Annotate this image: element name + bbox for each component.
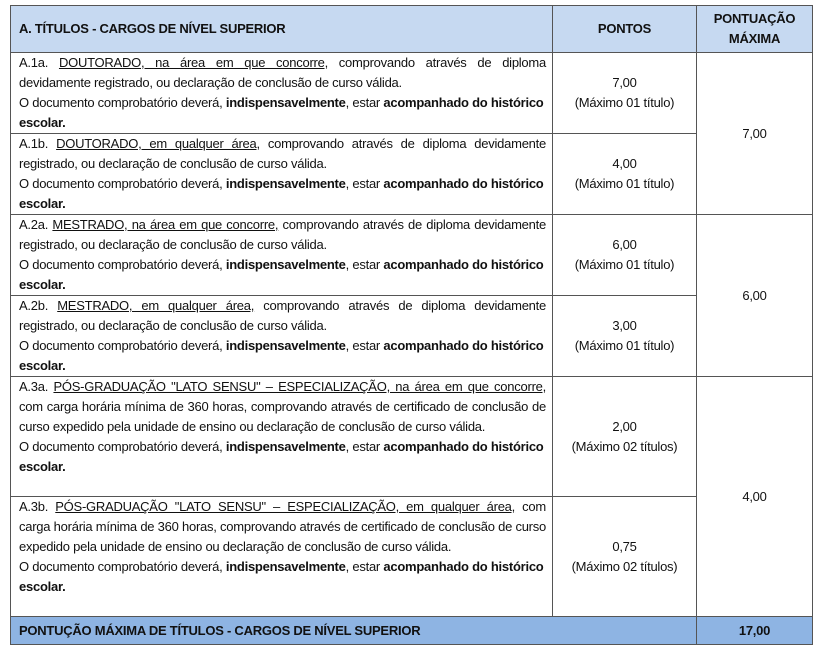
points-limit: (Máximo 01 título) bbox=[574, 95, 675, 110]
note-text: acompanhado do histórico escolar. bbox=[19, 95, 544, 130]
note-text: acompanhado do histórico escolar. bbox=[19, 338, 544, 373]
note-text: indispensavelmente bbox=[225, 439, 346, 454]
item-description: A.2a. MESTRADO, na área em que concorre,… bbox=[10, 214, 553, 296]
description-text: DOUTORADO, em qualquer área, bbox=[56, 136, 260, 151]
item-code: A.1b. bbox=[19, 136, 49, 151]
note-text: , estar bbox=[345, 559, 384, 574]
item-points: 3,00 (Máximo 01 título) bbox=[552, 295, 697, 377]
group-max-score: 7,00 bbox=[696, 52, 813, 215]
description-text: com carga horária mínima de 360 horas, c… bbox=[19, 499, 546, 554]
item-points: 0,75 (Máximo 02 títulos) bbox=[552, 496, 697, 617]
description-text: comprovando através de diploma devidamen… bbox=[19, 217, 546, 252]
item-code: A.3a. bbox=[19, 379, 49, 394]
description-text: DOUTORADO, na área em que concorre, bbox=[58, 55, 328, 70]
note-text: O documento comprobatório deverá, bbox=[19, 559, 226, 574]
header-max: PONTUAÇÃO MÁXIMA bbox=[696, 5, 813, 53]
points-limit: (Máximo 02 títulos) bbox=[571, 558, 678, 574]
item-code: A.3b. bbox=[19, 499, 49, 514]
note-text: indispensavelmente bbox=[225, 176, 346, 191]
table-header-row: A. TÍTULOS - CARGOS DE NÍVEL SUPERIOR PO… bbox=[10, 5, 813, 53]
table-row: A.2b. MESTRADO, em qualquer área, compro… bbox=[10, 295, 813, 377]
table-footer-row: PONTUÇÃO MÁXIMA DE TÍTULOS - CARGOS DE N… bbox=[10, 616, 813, 645]
note-text: O documento comprobatório deverá, bbox=[19, 439, 226, 454]
item-code: A.1a. bbox=[19, 55, 49, 70]
note-text: , estar bbox=[345, 338, 384, 353]
note-text: indispensavelmente bbox=[225, 95, 346, 110]
group-max-score: 4,00 bbox=[696, 376, 813, 617]
footer-label: PONTUÇÃO MÁXIMA DE TÍTULOS - CARGOS DE N… bbox=[10, 616, 697, 645]
item-description: A.3a. PÓS-GRADUAÇÃO "LATO SENSU" – ESPEC… bbox=[10, 376, 553, 497]
group-max-score: 6,00 bbox=[696, 214, 813, 377]
note-text: , estar bbox=[345, 176, 384, 191]
note-text: indispensavelmente bbox=[225, 257, 346, 272]
points-value: 0,75 bbox=[612, 538, 637, 554]
header-points: PONTOS bbox=[552, 5, 697, 53]
note-text: O documento comprobatório deverá, bbox=[19, 95, 226, 110]
note-text: acompanhado do histórico escolar. bbox=[19, 176, 544, 211]
item-description: A.1b. DOUTORADO, em qualquer área, compr… bbox=[10, 133, 553, 215]
table-row: A.2a. MESTRADO, na área em que concorre,… bbox=[10, 214, 813, 377]
note-text: O documento comprobatório deverá, bbox=[19, 176, 226, 191]
description-text: PÓS-GRADUAÇÃO "LATO SENSU" – ESPECIALIZA… bbox=[55, 499, 516, 514]
points-limit: (Máximo 02 títulos) bbox=[571, 438, 678, 454]
note-text: , estar bbox=[345, 439, 384, 454]
note-text: O documento comprobatório deverá, bbox=[19, 257, 226, 272]
points-limit: (Máximo 01 título) bbox=[574, 338, 675, 353]
titles-score-table: A. TÍTULOS - CARGOS DE NÍVEL SUPERIOR PO… bbox=[10, 5, 813, 645]
table-row: A.3b. PÓS-GRADUAÇÃO "LATO SENSU" – ESPEC… bbox=[10, 496, 813, 617]
note-text: indispensavelmente bbox=[225, 559, 346, 574]
item-points: 6,00 (Máximo 01 título) bbox=[552, 214, 697, 296]
points-limit: (Máximo 01 título) bbox=[574, 257, 675, 272]
item-description: A.2b. MESTRADO, em qualquer área, compro… bbox=[10, 295, 553, 377]
description-text: comprovando através de diploma devidamen… bbox=[19, 55, 546, 90]
note-text: indispensavelmente bbox=[225, 338, 346, 353]
item-points: 2,00 (Máximo 02 títulos) bbox=[552, 376, 697, 497]
item-description: A.3b. PÓS-GRADUAÇÃO "LATO SENSU" – ESPEC… bbox=[10, 496, 553, 617]
description-text: MESTRADO, em qualquer área, bbox=[57, 298, 255, 313]
note-text: , estar bbox=[345, 257, 384, 272]
header-title: A. TÍTULOS - CARGOS DE NÍVEL SUPERIOR bbox=[10, 5, 553, 53]
points-limit: (Máximo 01 título) bbox=[574, 176, 675, 191]
description-text: comprovando através de diploma devidamen… bbox=[19, 298, 546, 333]
description-text: PÓS-GRADUAÇÃO "LATO SENSU" – ESPECIALIZA… bbox=[53, 379, 546, 394]
item-code: A.2b. bbox=[19, 298, 49, 313]
points-value: 4,00 bbox=[612, 156, 637, 171]
description-text: MESTRADO, na área em que concorre, bbox=[52, 217, 279, 232]
note-text: , estar bbox=[345, 95, 384, 110]
footer-total: 17,00 bbox=[696, 616, 813, 645]
table-row: A.3a. PÓS-GRADUAÇÃO "LATO SENSU" – ESPEC… bbox=[10, 376, 813, 617]
points-value: 2,00 bbox=[612, 418, 637, 434]
table-row: A.1b. DOUTORADO, em qualquer área, compr… bbox=[10, 133, 813, 215]
points-value: 6,00 bbox=[612, 237, 637, 252]
table-row: A.1a. DOUTORADO, na área em que concorre… bbox=[10, 52, 813, 215]
note-text: acompanhado do histórico escolar. bbox=[19, 559, 544, 594]
note-text: O documento comprobatório deverá, bbox=[19, 338, 226, 353]
points-value: 3,00 bbox=[612, 318, 637, 333]
note-text: acompanhado do histórico escolar. bbox=[19, 439, 544, 474]
item-points: 4,00 (Máximo 01 título) bbox=[552, 133, 697, 215]
description-text: comprovando através de diploma devidamen… bbox=[19, 136, 546, 171]
item-code: A.2a. bbox=[19, 217, 49, 232]
description-text: com carga horária mínima de 360 horas, c… bbox=[19, 399, 546, 434]
item-description: A.1a. DOUTORADO, na área em que concorre… bbox=[10, 52, 553, 134]
item-points: 7,00 (Máximo 01 título) bbox=[552, 52, 697, 134]
points-value: 7,00 bbox=[612, 75, 637, 90]
note-text: acompanhado do histórico escolar. bbox=[19, 257, 544, 292]
